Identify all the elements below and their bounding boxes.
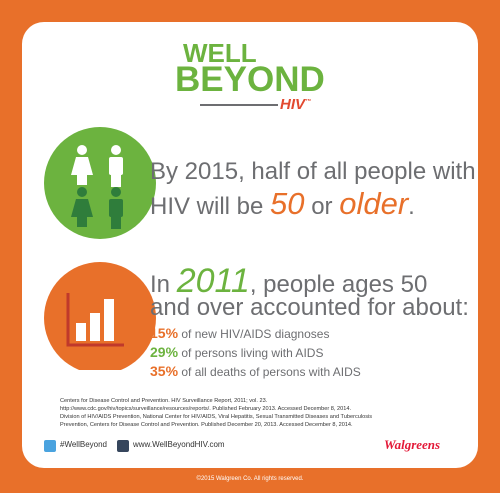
stat-text: of new HIV/AIDS diagnoses xyxy=(181,327,330,341)
stat: 35% of all deaths of persons with AIDS xyxy=(150,363,361,379)
highlight: 2011 xyxy=(176,262,250,300)
twitter-handle[interactable]: #WellBeyond xyxy=(60,440,107,449)
logo-beyond: BEYOND xyxy=(175,60,325,99)
statement2-line2: and over accounted for about: xyxy=(150,294,469,321)
people-bottom xyxy=(71,187,123,229)
reference: Prevention, Centers for Disease Control … xyxy=(60,422,353,428)
stat-text: of persons living with AIDS xyxy=(181,346,324,360)
statement2-line1: In 2011, people ages 50 xyxy=(150,262,427,301)
statement1-line2: HIV will be 50 or older. xyxy=(150,186,415,222)
panel xyxy=(22,22,478,468)
website[interactable]: www.WellBeyondHIV.com xyxy=(133,440,225,449)
stat: 15% of new HIV/AIDS diagnoses xyxy=(150,325,329,341)
stat-value: 15% xyxy=(150,325,179,341)
people-top xyxy=(71,145,123,187)
reference: Centers for Disease Control and Preventi… xyxy=(60,398,268,404)
brand: Walgreens xyxy=(384,437,441,452)
people-circle xyxy=(44,127,156,239)
reference: Division of HIV/AIDS Prevention, Nationa… xyxy=(60,414,373,420)
text: In xyxy=(150,271,171,298)
text: HIV will be xyxy=(150,193,264,220)
text: , people ages 50 xyxy=(249,271,428,298)
icons xyxy=(44,127,156,370)
logo-well: WELL xyxy=(183,38,257,68)
stat-value: 35% xyxy=(150,363,179,379)
reference: http://www.cdc.gov/hiv/topics/surveillan… xyxy=(60,406,352,412)
copyright: ©2015 Walgreen Co. All rights reserved. xyxy=(196,476,304,482)
tumblr-icon xyxy=(117,440,129,452)
highlight: 50 xyxy=(270,186,305,221)
text: or xyxy=(311,193,333,220)
chart-icon xyxy=(66,293,124,347)
logo-hiv: HIV™ xyxy=(280,96,311,113)
stat-value: 29% xyxy=(150,344,179,360)
highlight: older xyxy=(339,186,409,221)
logo-hiv-text: HIV xyxy=(280,96,306,113)
logo-rule xyxy=(200,104,278,106)
stat-text: of all deaths of persons with AIDS xyxy=(181,365,361,379)
twitter-icon xyxy=(44,440,56,452)
statement1-line1: By 2015, half of all people with xyxy=(150,158,476,185)
logo-tm: ™ xyxy=(305,99,312,105)
stat: 29% of persons living with AIDS xyxy=(150,344,323,360)
text: . xyxy=(408,193,415,220)
